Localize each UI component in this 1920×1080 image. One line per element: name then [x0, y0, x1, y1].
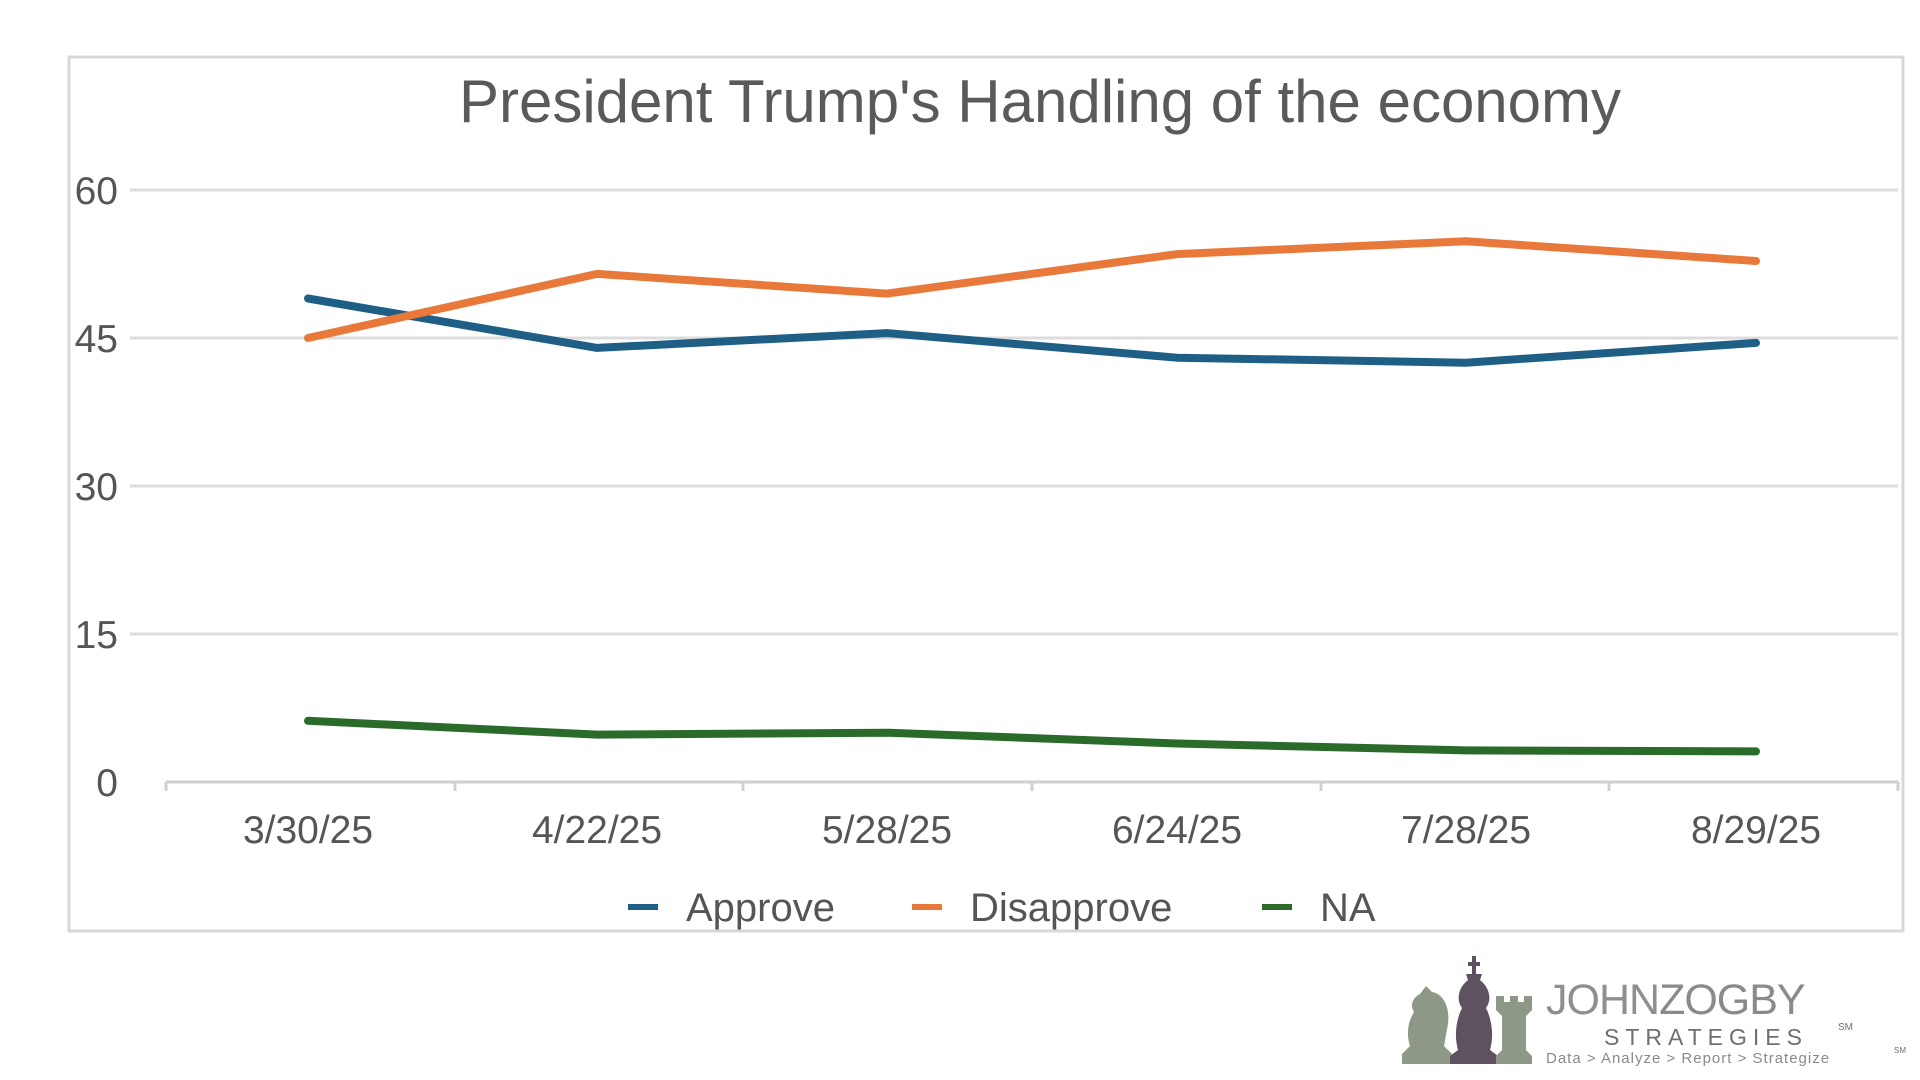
y-tick-label: 60	[75, 170, 118, 213]
logo-tagline: Data > Analyze > Report > Strategize	[1546, 1050, 1831, 1067]
x-tick-label: 7/28/25	[1401, 809, 1531, 852]
logo-name-first: JOHN	[1546, 976, 1660, 1024]
logo-name-last: ZOGBY	[1659, 976, 1806, 1024]
legend-label-disapprove: Disapprove	[970, 886, 1172, 930]
y-axis-ticks: 0 15 30 45 60	[75, 170, 118, 805]
y-tick-label: 45	[75, 318, 118, 361]
x-tick-label: 5/28/25	[822, 809, 952, 852]
series-line-disapprove	[304, 237, 1760, 342]
x-tick-label: 6/24/25	[1112, 809, 1242, 852]
logo-subtitle: STRATEGIES	[1604, 1024, 1808, 1050]
grid-lines	[130, 188, 1898, 636]
legend-label-na: NA	[1320, 886, 1376, 930]
legend-label-approve: Approve	[686, 886, 835, 930]
series-line-na	[304, 716, 1760, 756]
x-axis-ticks: 3/30/25 4/22/25 5/28/25 6/24/25 7/28/25 8/29/…	[243, 809, 1821, 852]
john-zogby-logo: JOHNZOGBY STRATEGIES SM Data > Analyze >…	[1392, 936, 1912, 1076]
logo-tagline-mark: SM	[1894, 1046, 1906, 1055]
series-lines	[304, 237, 1760, 756]
logo-service-mark: SM	[1838, 1022, 1853, 1033]
y-tick-label: 15	[75, 614, 118, 657]
series-line-approve	[304, 294, 1760, 367]
logo-name: JOHNZOGBY	[1546, 976, 1806, 1025]
chart-border	[67, 55, 1905, 933]
y-tick-label: 30	[75, 466, 118, 509]
y-tick-label: 0	[96, 762, 118, 805]
x-tick-label: 4/22/25	[532, 809, 662, 852]
chart-title: President Trump's Handling of the econom…	[459, 68, 1621, 135]
x-axis	[164, 780, 1900, 791]
chess-pieces-icon	[1402, 956, 1532, 1064]
x-tick-label: 3/30/25	[243, 809, 373, 852]
x-tick-label: 8/29/25	[1691, 809, 1821, 852]
legend: Approve Disapprove NA	[628, 886, 1376, 930]
